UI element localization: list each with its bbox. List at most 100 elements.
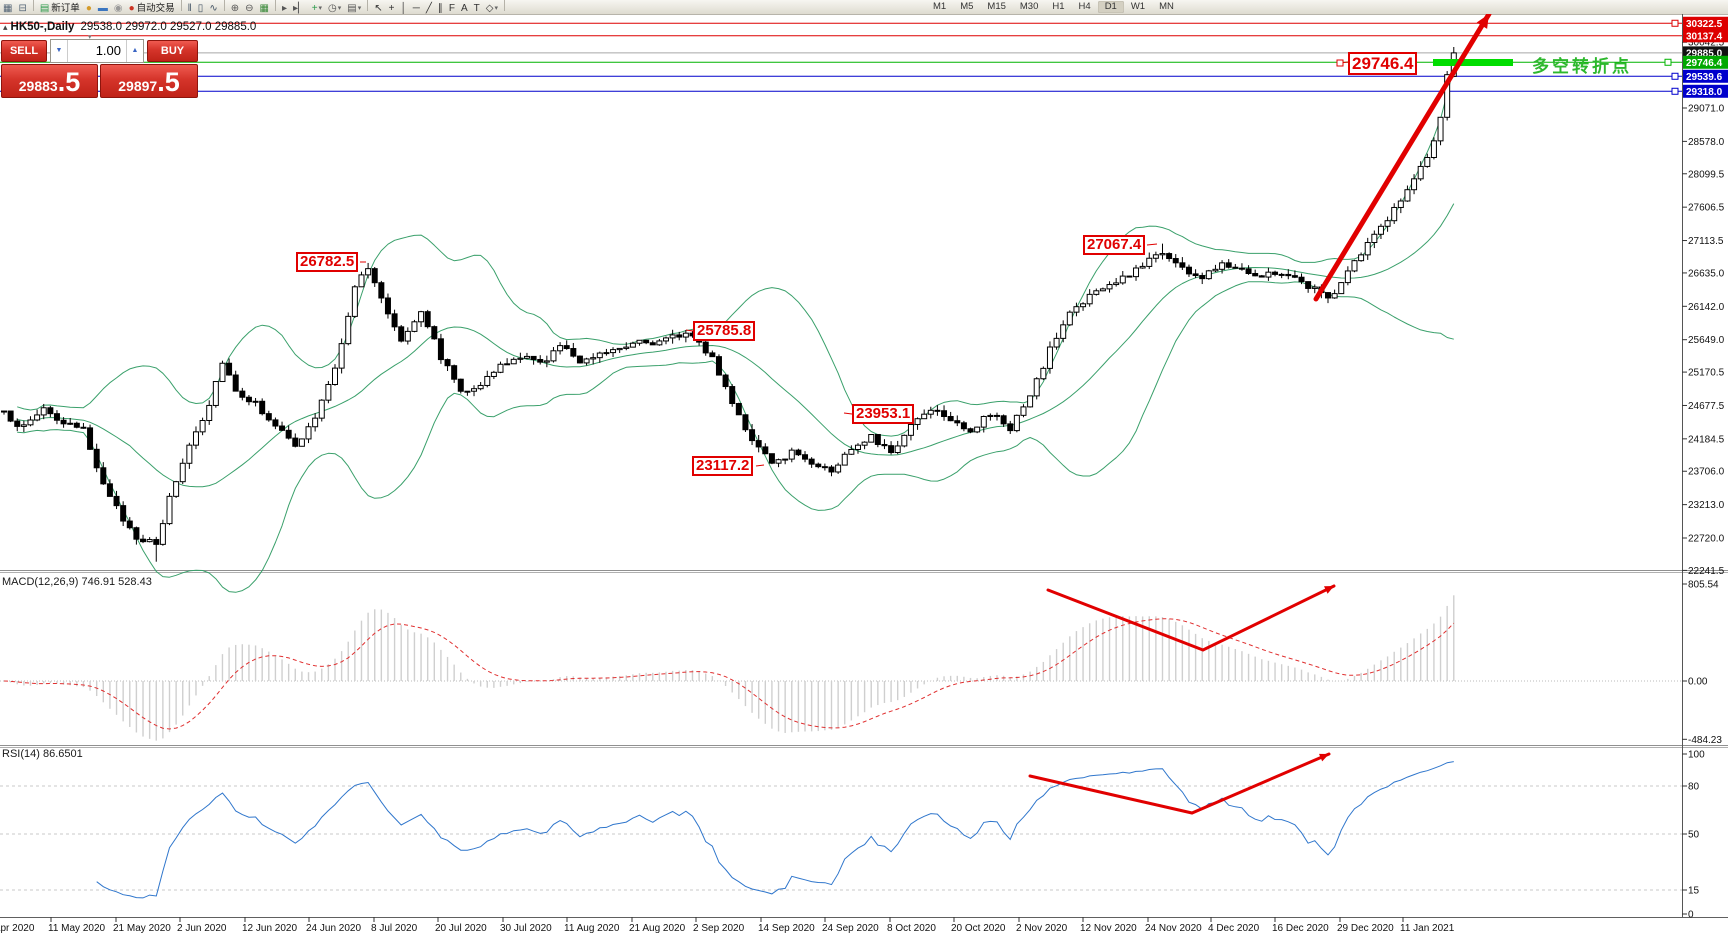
one-click-collapse-icon[interactable]: ▾: [88, 34, 92, 41]
fibonacci-icon[interactable]: F: [446, 2, 458, 14]
chat-icon[interactable]: ▬: [95, 2, 111, 14]
vline-icon[interactable]: │: [398, 2, 410, 14]
timeframe-m5[interactable]: M5: [960, 0, 974, 12]
panel-frame: [0, 14, 1728, 918]
chat-icon: ▬: [97, 3, 108, 14]
timeframe-m30[interactable]: M30: [1019, 0, 1039, 12]
dropdown-icon[interactable]: ▾: [318, 5, 323, 12]
bid-price-panel[interactable]: 29883.5: [1, 64, 98, 98]
signal-icon[interactable]: ◉: [111, 2, 126, 14]
candle: [146, 539, 153, 543]
candle-chart-icon[interactable]: ▯: [195, 2, 207, 14]
volume-stepper[interactable]: ▼ 1.00 ▲: [50, 39, 144, 63]
timeframe-w1[interactable]: W1: [1130, 0, 1146, 12]
price-callout[interactable]: 26782.5: [296, 252, 359, 272]
date-tick-label: 11 Aug 2020: [564, 923, 620, 934]
trendline-icon[interactable]: ╱: [423, 2, 435, 14]
zoom-in-icon[interactable]: ⊕: [228, 2, 242, 14]
turning-point-highlight-bar[interactable]: [1433, 59, 1513, 66]
chart-profiles-icon[interactable]: ⊟: [15, 2, 29, 14]
candle: [709, 352, 716, 358]
candle: [1113, 282, 1120, 286]
date-tick-label: 29 Dec 2020: [1337, 923, 1394, 934]
buy-button[interactable]: BUY: [147, 40, 198, 62]
new-order-icon[interactable]: ▤ 新订单: [37, 2, 83, 14]
line-anchor-marker[interactable]: [1671, 19, 1679, 27]
candle: [186, 444, 193, 464]
date-tick-label: 7 Apr 2020: [0, 923, 35, 934]
new-chart-icon[interactable]: ▦: [0, 2, 15, 14]
turning-point-note: 多空转折点: [1532, 57, 1632, 76]
price-callout[interactable]: 29746.4: [1348, 52, 1418, 75]
candle: [927, 409, 934, 415]
sell-button[interactable]: SELL: [1, 40, 47, 62]
trend-arrow[interactable]: [1313, 14, 1492, 302]
candle: [457, 378, 464, 392]
axis-price-flag-label: 29885.0: [1686, 48, 1723, 59]
channel-icon[interactable]: ∥: [435, 2, 446, 14]
bar-chart-icon[interactable]: ‖: [185, 2, 195, 14]
market-icon[interactable]: ●: [83, 2, 95, 14]
axis-price-flag-label: 30322.5: [1686, 19, 1723, 30]
candle: [7, 410, 14, 422]
trend-arrow[interactable]: [1028, 752, 1331, 815]
templates-icon[interactable]: ▤ ▾: [344, 2, 364, 14]
dropdown-icon[interactable]: ▾: [357, 5, 362, 12]
timeframe-mn[interactable]: MN: [1159, 0, 1174, 12]
toolbar-separator: [32, 0, 34, 11]
date-axis: 7 Apr 2020 11 May 2020 21 May 2020 2 Jun 20…: [0, 917, 1455, 934]
chart-canvas[interactable]: 30042.5 29071.0 28578.0 28099.5 27606.5 27113…: [0, 14, 1728, 939]
line-anchor-marker[interactable]: [1671, 72, 1679, 80]
ask-price-panel[interactable]: 29897.5: [100, 64, 198, 98]
line-anchor-marker[interactable]: [1671, 87, 1679, 95]
candle: [87, 427, 94, 450]
price-callout[interactable]: 25785.8: [693, 321, 756, 341]
candle: [815, 463, 822, 468]
candle: [60, 419, 67, 425]
axis-price-flag: 29746.4: [1683, 55, 1728, 69]
dropdown-icon[interactable]: ▾: [494, 5, 498, 12]
price-callout[interactable]: 27067.4: [1083, 235, 1146, 255]
volume-increase-icon[interactable]: ▲: [126, 40, 143, 62]
label-icon[interactable]: T: [471, 2, 483, 14]
tile-windows-icon[interactable]: ▦: [256, 2, 271, 14]
line-chart-icon[interactable]: ∿: [206, 2, 220, 14]
chart-shift-icon[interactable]: ▸▏: [290, 2, 309, 14]
periods-icon[interactable]: ◷ ▾: [325, 2, 344, 14]
auto-scroll-icon: ▸: [281, 3, 287, 14]
hline-icon[interactable]: ─: [410, 2, 423, 14]
timeframe-m15[interactable]: M15: [987, 0, 1006, 12]
autotrade-icon[interactable]: ● 自动交易: [126, 2, 178, 14]
zoom-out-icon[interactable]: ⊖: [242, 2, 256, 14]
price-callout[interactable]: 23953.1: [852, 404, 915, 424]
timeframe-h1[interactable]: H1: [1052, 0, 1065, 12]
candle: [106, 483, 113, 497]
timeframe-d1[interactable]: D1: [1097, 0, 1124, 13]
candle: [1358, 254, 1365, 262]
timeframe-m1[interactable]: M1: [933, 0, 947, 12]
text-icon[interactable]: A: [458, 2, 471, 14]
candle: [398, 326, 405, 342]
candle: [133, 527, 140, 540]
candles: [1, 46, 1457, 562]
date-tick-label: 24 Nov 2020: [1145, 923, 1202, 934]
candle: [159, 523, 166, 545]
trend-arrow[interactable]: [1046, 584, 1336, 652]
crosshair-icon[interactable]: +: [386, 2, 398, 14]
price-callout[interactable]: 23117.2: [692, 456, 754, 476]
candle: [596, 352, 603, 359]
volume-input[interactable]: 1.00: [95, 43, 121, 58]
rsi-tick-label: 100: [1688, 750, 1705, 761]
candle: [1325, 292, 1331, 299]
candle: [93, 448, 100, 469]
timeframe-h4[interactable]: H4: [1078, 0, 1091, 12]
cursor-icon[interactable]: ↖: [371, 2, 385, 14]
dropdown-icon[interactable]: ▾: [337, 5, 342, 12]
candle: [1331, 293, 1338, 299]
auto-scroll-icon[interactable]: ▸: [279, 2, 290, 14]
shapes-icon[interactable]: ◇ ▾: [483, 2, 501, 14]
line-anchor-marker[interactable]: [1336, 59, 1344, 67]
indicators-icon[interactable]: + ▾: [309, 2, 325, 14]
line-anchor-marker[interactable]: [1664, 58, 1672, 66]
volume-decrease-icon[interactable]: ▼: [51, 40, 68, 62]
